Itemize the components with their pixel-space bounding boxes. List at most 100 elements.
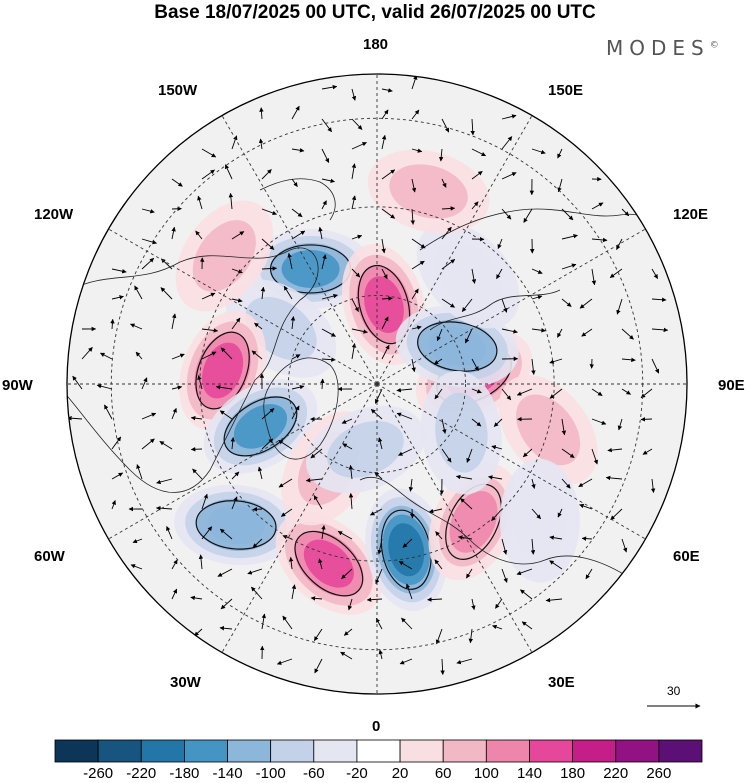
wind-vector bbox=[471, 268, 477, 284]
wind-vector bbox=[282, 615, 293, 630]
wind-vector bbox=[171, 178, 183, 187]
wind-vector bbox=[408, 478, 414, 492]
wind-vector bbox=[291, 230, 306, 240]
wind-vector bbox=[461, 298, 473, 312]
wind-vector bbox=[348, 464, 354, 480]
colorbar-tick: -100 bbox=[255, 765, 286, 782]
wind-vector bbox=[318, 558, 323, 570]
wind-vector bbox=[341, 568, 353, 580]
wind-vector bbox=[283, 285, 293, 300]
lon-label-150e: 150E bbox=[548, 82, 584, 99]
colorbar-tick: -260 bbox=[83, 765, 114, 782]
wind-vector bbox=[581, 328, 593, 337]
wind-vector bbox=[231, 135, 238, 150]
wind-vector bbox=[278, 478, 293, 488]
wind-vector bbox=[561, 298, 572, 307]
wind-vector bbox=[276, 658, 293, 665]
wind-vector bbox=[607, 447, 623, 453]
anomaly-isoline bbox=[195, 500, 277, 550]
wind-vector bbox=[231, 298, 243, 303]
wind-vector bbox=[342, 443, 353, 450]
wind-vector bbox=[190, 595, 203, 601]
wind-vector bbox=[343, 628, 353, 636]
wind-vector bbox=[440, 658, 445, 676]
wind-vector bbox=[561, 478, 571, 489]
wind-vector bbox=[219, 625, 233, 631]
wind-vector bbox=[220, 598, 233, 610]
wind-vector bbox=[166, 525, 173, 540]
wind-vector bbox=[501, 114, 517, 120]
wind-vector bbox=[651, 358, 660, 374]
wind-vector bbox=[460, 498, 473, 510]
wind-vector bbox=[290, 316, 296, 330]
wind-vector bbox=[318, 226, 323, 240]
wind-vector bbox=[621, 328, 634, 340]
colorbar-swatch bbox=[572, 739, 617, 763]
wind-vector bbox=[557, 328, 563, 338]
wind-vector bbox=[398, 448, 413, 456]
wind-vector bbox=[96, 384, 113, 390]
wind-vector bbox=[201, 328, 219, 333]
wind-vector bbox=[261, 438, 274, 450]
wind-vector bbox=[141, 377, 148, 390]
brand-name: MODES bbox=[606, 36, 710, 60]
anomaly-contour bbox=[516, 394, 581, 466]
wind-vector bbox=[72, 375, 83, 390]
wind-vector bbox=[351, 88, 357, 101]
colorbar-swatch bbox=[97, 739, 142, 763]
wind-vector bbox=[219, 528, 233, 540]
wind-vector bbox=[591, 268, 597, 286]
coast-europe bbox=[359, 476, 626, 576]
brand-logo: MODES© bbox=[606, 36, 719, 60]
wind-vector bbox=[190, 415, 203, 421]
wind-vector bbox=[192, 468, 203, 480]
colorbar-tick: -220 bbox=[126, 765, 157, 782]
wind-vector bbox=[111, 500, 116, 510]
coast-arctic-asia bbox=[429, 289, 561, 331]
colorbar-swatch bbox=[183, 739, 228, 763]
wind-vector bbox=[411, 260, 425, 270]
wind-vector bbox=[313, 628, 323, 642]
anomaly-contour bbox=[327, 421, 404, 478]
wind-vector bbox=[231, 231, 245, 240]
wind-vector bbox=[466, 568, 473, 579]
wind-vector bbox=[411, 288, 419, 300]
wind-vector bbox=[471, 388, 482, 394]
coast-north-america bbox=[67, 247, 319, 493]
wind-vector bbox=[549, 358, 563, 364]
colorbar-tick: 220 bbox=[603, 765, 629, 782]
wind-vector bbox=[231, 496, 238, 510]
latitude-circle bbox=[287, 294, 467, 474]
wind-vector bbox=[130, 564, 143, 570]
wind-vector bbox=[495, 598, 503, 609]
wind-vector bbox=[219, 410, 233, 420]
wind-vector bbox=[411, 325, 422, 330]
wind-vector bbox=[351, 298, 359, 313]
wind-vector bbox=[67, 415, 83, 421]
wind-vector bbox=[496, 268, 503, 280]
lon-label-150w: 150W bbox=[158, 82, 198, 99]
wind-vector bbox=[110, 318, 115, 330]
wind-vector bbox=[549, 560, 563, 570]
anomaly-atlantic-low-west bbox=[174, 484, 298, 566]
wind-vector bbox=[377, 437, 383, 450]
wind-vector bbox=[492, 624, 503, 630]
wind-vector bbox=[441, 206, 456, 211]
wind-vector bbox=[456, 658, 473, 665]
wind-vector bbox=[291, 178, 298, 188]
wind-vector bbox=[651, 327, 669, 333]
wind-vector bbox=[132, 538, 143, 544]
wind-vector bbox=[591, 202, 604, 210]
wind-vector bbox=[351, 268, 361, 278]
wind-vector bbox=[261, 238, 275, 250]
wind-vector bbox=[411, 75, 418, 90]
anomaly-norwegian-low bbox=[306, 405, 425, 494]
wind-vector bbox=[549, 535, 563, 540]
wind-vector bbox=[561, 418, 567, 436]
wind-vector bbox=[471, 148, 487, 157]
wind-vector bbox=[455, 474, 473, 480]
wind-vector bbox=[111, 472, 124, 480]
meridian-line bbox=[376, 383, 646, 540]
wind-vector bbox=[291, 105, 300, 120]
wind-vector bbox=[621, 538, 628, 553]
